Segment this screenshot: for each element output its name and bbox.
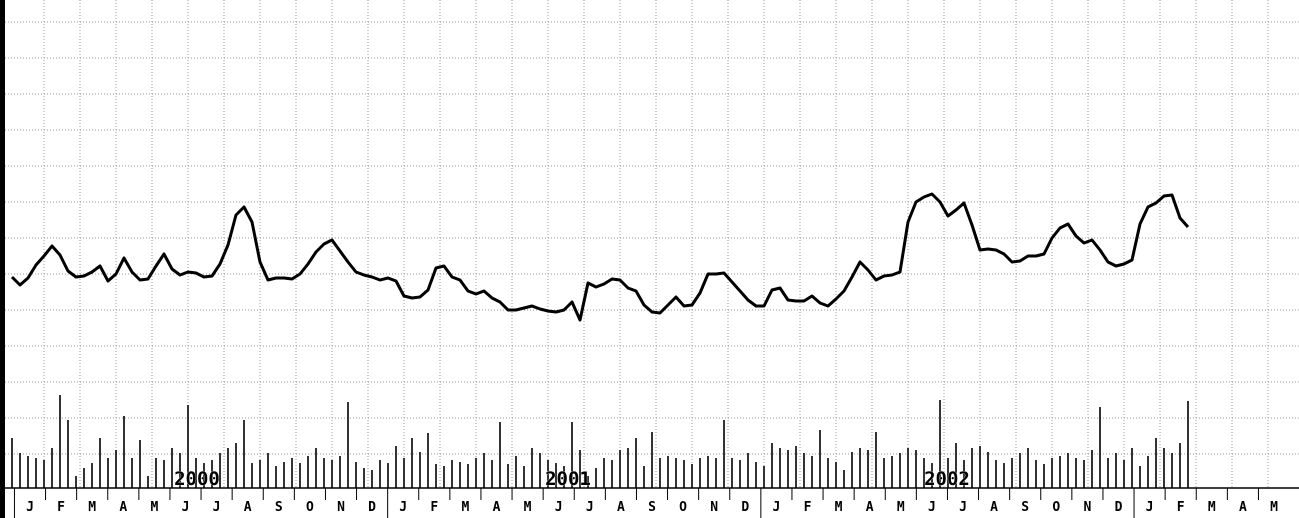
month-label: D [1115,500,1123,515]
month-label: N [710,500,718,515]
month-label: O [306,500,314,515]
month-label: S [1021,500,1029,515]
month-label: S [648,500,656,515]
month-label: A [244,500,252,515]
month-label: N [337,500,345,515]
month-label: M [1270,500,1278,515]
month-label: J [772,500,780,515]
month-label: J [399,500,407,515]
month-label: M [897,500,905,515]
month-label: J [555,500,563,515]
month-label: A [866,500,874,515]
month-label: F [57,500,65,515]
month-label: J [1146,500,1154,515]
month-label: D [741,500,749,515]
month-label: S [275,500,283,515]
year-label: 2001 [545,468,591,490]
month-label: A [493,500,501,515]
grid [5,0,1299,488]
month-label: M [524,500,532,515]
month-label: A [990,500,998,515]
month-label: M [1208,500,1216,515]
month-label: O [679,500,687,515]
month-label: A [617,500,625,515]
month-label: J [26,500,34,515]
month-label: J [213,500,221,515]
month-label: M [88,500,96,515]
price-line [10,192,1190,322]
month-label: F [804,500,812,515]
year-label: 2002 [924,468,970,490]
month-label: J [182,500,190,515]
month-label: F [1177,500,1185,515]
month-label: M [461,500,469,515]
month-label: M [150,500,158,515]
month-label: N [1083,500,1091,515]
year-label: 2000 [174,468,220,490]
month-label: J [959,500,967,515]
left-border [0,0,5,518]
price-line [10,192,1190,322]
month-label: J [928,500,936,515]
month-label: D [368,500,376,515]
month-label: A [119,500,127,515]
month-label: A [1239,500,1247,515]
month-label: O [1052,500,1060,515]
month-label: J [586,500,594,515]
month-label: F [430,500,438,515]
month-label: M [835,500,843,515]
volume-bars [11,395,1189,488]
